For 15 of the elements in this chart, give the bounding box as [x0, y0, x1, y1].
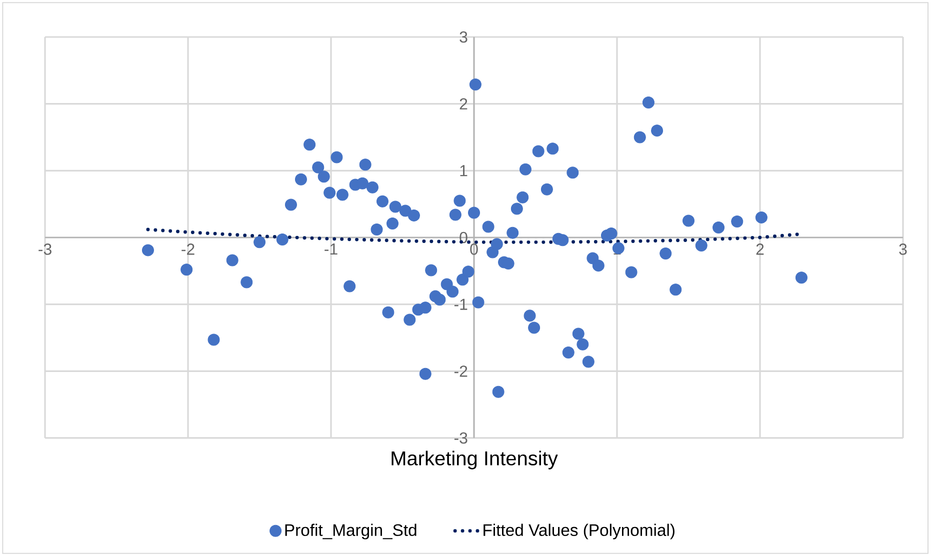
y-tick-label: 1: [460, 165, 468, 176]
x-tick-label: 2: [756, 244, 764, 255]
legend-label: Profit_Margin_Std: [285, 524, 416, 540]
y-tick-label: 3: [460, 31, 468, 43]
x-tick-label: -3: [38, 244, 52, 255]
legend-label: Fitted Values (Polynomial): [484, 524, 674, 540]
y-tick-label: -1: [454, 298, 468, 310]
x-tick-label: 0: [470, 244, 478, 255]
x-tick-label: 3: [899, 244, 907, 255]
y-tick-label: 2: [460, 98, 468, 110]
x-axis-title: Marketing Intensity: [392, 450, 558, 470]
x-tick-label: -1: [324, 244, 338, 255]
y-tick-label: -3: [454, 432, 468, 444]
x-tick-label: -2: [182, 244, 194, 255]
y-tick-label: -2: [454, 366, 468, 377]
